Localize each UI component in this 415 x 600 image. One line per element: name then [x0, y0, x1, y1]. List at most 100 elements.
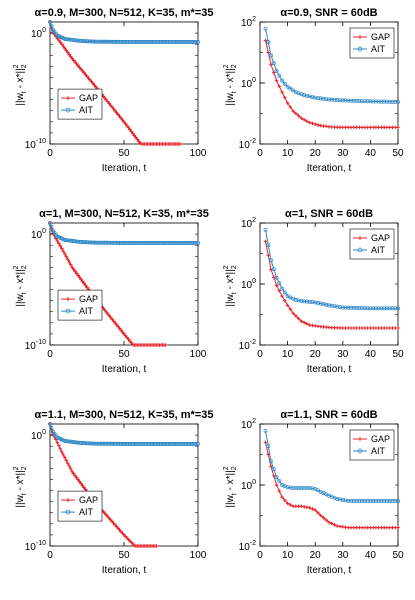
data-point-gap [119, 328, 123, 333]
data-point-gap [324, 518, 329, 522]
data-point-ait [365, 99, 370, 104]
data-point-ait [346, 98, 351, 103]
legend-marker-ait [65, 509, 71, 515]
data-point-ait [194, 39, 199, 44]
x-tick-label: 50 [118, 148, 130, 159]
data-point-gap [76, 477, 80, 482]
y-axis-label: ||wt - x*||22 [223, 466, 238, 507]
data-point-ait [196, 441, 200, 446]
legend-marker-ait [357, 46, 363, 52]
data-point-gap [67, 52, 72, 57]
data-point-gap [313, 508, 317, 512]
data-point-gap [107, 313, 111, 318]
legend-marker-gap [66, 297, 70, 302]
data-point-gap [114, 322, 119, 327]
data-point-ait [360, 306, 365, 310]
data-point-ait [266, 444, 271, 448]
legend-marker-gap [66, 498, 70, 503]
data-point-gap [73, 473, 77, 478]
legend-marker-gap [358, 437, 362, 441]
data-point-ait [379, 99, 384, 104]
y-tick-label: 100 [31, 228, 46, 241]
data-point-gap [58, 447, 63, 451]
data-point-gap [269, 62, 273, 67]
data-point-ait [285, 84, 290, 89]
series-ait [263, 26, 400, 104]
data-point-ait [327, 303, 331, 308]
legend-marker-gap [358, 35, 362, 39]
data-point-ait [349, 498, 354, 503]
data-point-gap [68, 262, 73, 267]
data-point-gap [332, 523, 337, 527]
data-point-gap [63, 46, 67, 51]
data-point-ait [338, 98, 342, 103]
legend-label-ait: AIT [371, 446, 386, 456]
legend-label-ait: AIT [371, 44, 386, 54]
data-point-gap [123, 121, 128, 126]
data-point-gap [277, 84, 282, 89]
data-point-ait [313, 95, 318, 100]
chart-title: α=1, M=300, N=512, K=35, m*=35 [39, 208, 209, 220]
data-point-ait [49, 23, 54, 28]
series-gap [263, 38, 400, 130]
data-point-ait [382, 498, 387, 503]
x-tick-label: 20 [310, 349, 322, 360]
data-point-ait [382, 306, 387, 311]
data-point-ait [393, 306, 398, 311]
data-point-ait [390, 498, 395, 503]
data-point-gap [85, 285, 89, 290]
data-point-gap [313, 122, 317, 126]
data-point-gap [294, 111, 298, 116]
data-point-gap [316, 123, 320, 127]
data-point-ait [194, 240, 199, 245]
legend: GAP AIT [57, 490, 103, 522]
y-tick-label: 100 [241, 479, 256, 492]
data-point-gap [94, 85, 98, 89]
data-point-gap [55, 239, 60, 243]
data-point-gap [71, 471, 76, 476]
legend-label-gap: GAP [79, 495, 98, 505]
legend-label-gap: GAP [371, 434, 390, 444]
data-point-gap [58, 244, 63, 248]
data-point-gap [64, 458, 69, 463]
data-point-ait [48, 221, 52, 225]
data-point-gap [67, 464, 72, 468]
data-point-ait [343, 498, 348, 503]
data-point-gap [277, 288, 282, 293]
data-point-gap [63, 455, 67, 460]
x-tick-label: 30 [337, 148, 349, 159]
data-point-gap [111, 319, 116, 323]
data-point-gap [291, 311, 295, 316]
data-point-gap [68, 54, 73, 59]
data-point-ait [357, 99, 362, 103]
data-point-ait [340, 497, 345, 502]
data-point-ait [266, 40, 271, 45]
data-point-gap [305, 322, 309, 326]
data-point-ait [357, 306, 362, 310]
legend: GAP AIT [349, 27, 395, 59]
data-point-gap [296, 316, 301, 321]
data-point-ait [373, 99, 378, 104]
x-tick-label: 50 [118, 550, 130, 561]
data-point-ait [296, 298, 301, 303]
x-axis-label: Iteration, t [102, 364, 147, 375]
data-point-ait [280, 78, 285, 83]
data-point-gap [280, 294, 284, 298]
y-tick-label: 100 [31, 429, 46, 442]
data-point-ait [387, 99, 392, 104]
legend-box [57, 289, 103, 321]
data-point-gap [154, 544, 159, 548]
data-point-ait [385, 306, 389, 311]
data-point-gap [60, 246, 64, 251]
data-point-ait [282, 81, 287, 86]
data-point-gap [61, 44, 66, 49]
data-point-ait [307, 486, 312, 490]
data-point-ait [379, 306, 384, 311]
data-point-gap [61, 452, 66, 457]
data-point-ait [365, 306, 370, 311]
data-point-gap [105, 99, 110, 104]
data-point-gap [80, 483, 85, 488]
data-point-gap [321, 515, 326, 520]
data-point-gap [272, 474, 276, 478]
data-point-ait [362, 306, 367, 311]
